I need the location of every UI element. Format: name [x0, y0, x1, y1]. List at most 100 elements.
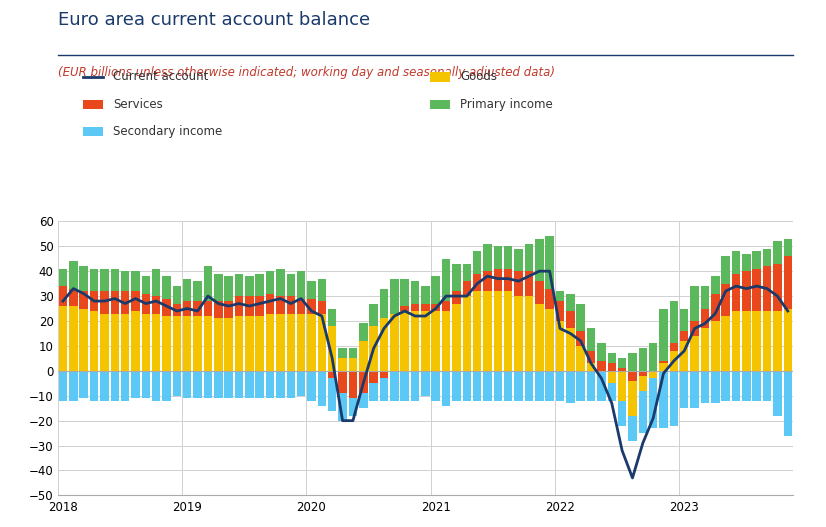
Bar: [79, 266, 88, 291]
Text: Goods: Goods: [460, 71, 497, 83]
Bar: [691, 371, 699, 408]
Bar: [545, 289, 554, 308]
Bar: [784, 256, 792, 308]
Text: (EUR billions unless otherwise indicated; working day and seasonally adjusted da: (EUR billions unless otherwise indicated…: [58, 66, 555, 79]
Bar: [141, 294, 150, 314]
Bar: [131, 271, 140, 291]
Bar: [483, 371, 491, 401]
Bar: [691, 321, 699, 336]
Bar: [69, 289, 78, 306]
Bar: [483, 291, 491, 371]
Bar: [245, 296, 254, 316]
Bar: [763, 249, 771, 266]
Bar: [566, 371, 575, 403]
Text: Primary income: Primary income: [460, 98, 553, 111]
Bar: [204, 266, 212, 301]
Bar: [732, 371, 740, 401]
Bar: [359, 371, 368, 408]
Bar: [162, 299, 171, 316]
Bar: [421, 286, 430, 304]
Bar: [545, 308, 554, 371]
Bar: [369, 371, 377, 383]
Bar: [670, 301, 678, 344]
Bar: [680, 308, 689, 331]
Bar: [307, 314, 316, 371]
Bar: [214, 274, 222, 301]
Bar: [649, 344, 657, 371]
Bar: [577, 331, 585, 346]
Bar: [225, 301, 233, 318]
Bar: [390, 371, 399, 401]
Bar: [131, 291, 140, 311]
Bar: [556, 371, 564, 401]
Bar: [204, 371, 212, 398]
Bar: [276, 371, 285, 398]
Bar: [784, 239, 792, 256]
Bar: [349, 358, 357, 371]
Bar: [307, 299, 316, 314]
Bar: [659, 308, 667, 361]
Bar: [680, 371, 689, 408]
Bar: [59, 269, 67, 286]
Bar: [463, 281, 471, 296]
Bar: [670, 344, 678, 351]
Bar: [111, 371, 119, 401]
Bar: [742, 311, 751, 371]
Bar: [162, 316, 171, 371]
Bar: [411, 304, 420, 311]
Bar: [204, 301, 212, 316]
Bar: [339, 371, 347, 421]
Bar: [763, 266, 771, 311]
Bar: [773, 371, 781, 416]
Bar: [111, 269, 119, 291]
Bar: [773, 311, 781, 371]
Bar: [711, 276, 719, 294]
Bar: [121, 271, 130, 291]
Bar: [515, 296, 523, 371]
Bar: [266, 314, 274, 371]
Bar: [287, 371, 295, 398]
Bar: [79, 291, 88, 308]
Bar: [742, 371, 751, 401]
Bar: [204, 316, 212, 371]
Bar: [566, 328, 575, 371]
Bar: [421, 304, 430, 311]
Bar: [69, 306, 78, 371]
Bar: [711, 321, 719, 371]
Bar: [90, 291, 98, 311]
Bar: [318, 301, 326, 314]
Bar: [173, 371, 181, 396]
Bar: [193, 281, 202, 301]
Bar: [597, 344, 605, 361]
Bar: [79, 371, 88, 398]
Bar: [69, 371, 78, 401]
Bar: [607, 371, 616, 401]
Bar: [328, 371, 336, 411]
Bar: [183, 316, 192, 371]
Bar: [276, 314, 285, 371]
Bar: [752, 269, 761, 311]
Bar: [556, 321, 564, 371]
Bar: [90, 269, 98, 291]
Bar: [297, 271, 306, 299]
Bar: [359, 371, 368, 393]
Bar: [183, 279, 192, 301]
Bar: [318, 314, 326, 371]
Bar: [307, 371, 316, 401]
Bar: [173, 286, 181, 304]
Bar: [431, 276, 440, 304]
Bar: [680, 331, 689, 341]
Bar: [473, 371, 482, 401]
Bar: [763, 371, 771, 401]
Bar: [525, 244, 533, 271]
Bar: [411, 371, 420, 401]
Bar: [339, 371, 347, 393]
Bar: [380, 318, 388, 371]
Bar: [649, 371, 657, 378]
Bar: [629, 371, 637, 416]
Bar: [152, 371, 160, 401]
Bar: [629, 354, 637, 371]
Bar: [691, 286, 699, 321]
Bar: [535, 239, 544, 281]
Bar: [421, 371, 430, 396]
